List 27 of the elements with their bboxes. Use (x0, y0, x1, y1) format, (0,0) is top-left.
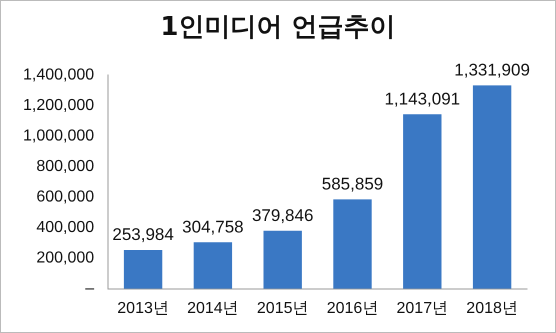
data-label: 253,984 (112, 225, 174, 244)
chart-title: 1인미디어 언급추이 (159, 11, 397, 44)
data-label: 1,143,091 (384, 89, 460, 108)
y-tick-label: 600,000 (36, 188, 94, 206)
y-tick-label: 200,000 (36, 250, 94, 267)
x-tick-label: 2018년 (466, 300, 518, 317)
x-tick-label: 2015년 (256, 300, 308, 317)
x-tick-label: 2017년 (396, 300, 448, 317)
bar (403, 114, 442, 289)
data-label: 1,331,909 (454, 60, 530, 80)
y-tick-label: 1,400,000 (22, 66, 94, 84)
y-tick-label: 400,000 (36, 219, 94, 236)
x-tick-label: 2016년 (326, 300, 378, 317)
y-tick-label: – (85, 280, 94, 298)
y-tick-label: 800,000 (36, 158, 94, 176)
data-label: 304,758 (182, 217, 244, 236)
y-tick-label: 1,000,000 (22, 127, 94, 144)
bar (263, 230, 302, 289)
data-label: 585,859 (322, 174, 384, 194)
x-tick-label: 2014년 (187, 300, 239, 317)
x-tick-label: 2013년 (117, 300, 169, 317)
data-label: 379,846 (252, 206, 314, 225)
bar (194, 242, 232, 289)
bar (472, 85, 512, 289)
bar (124, 250, 162, 289)
bar (333, 199, 372, 289)
y-tick-label: 1,200,000 (22, 96, 94, 114)
